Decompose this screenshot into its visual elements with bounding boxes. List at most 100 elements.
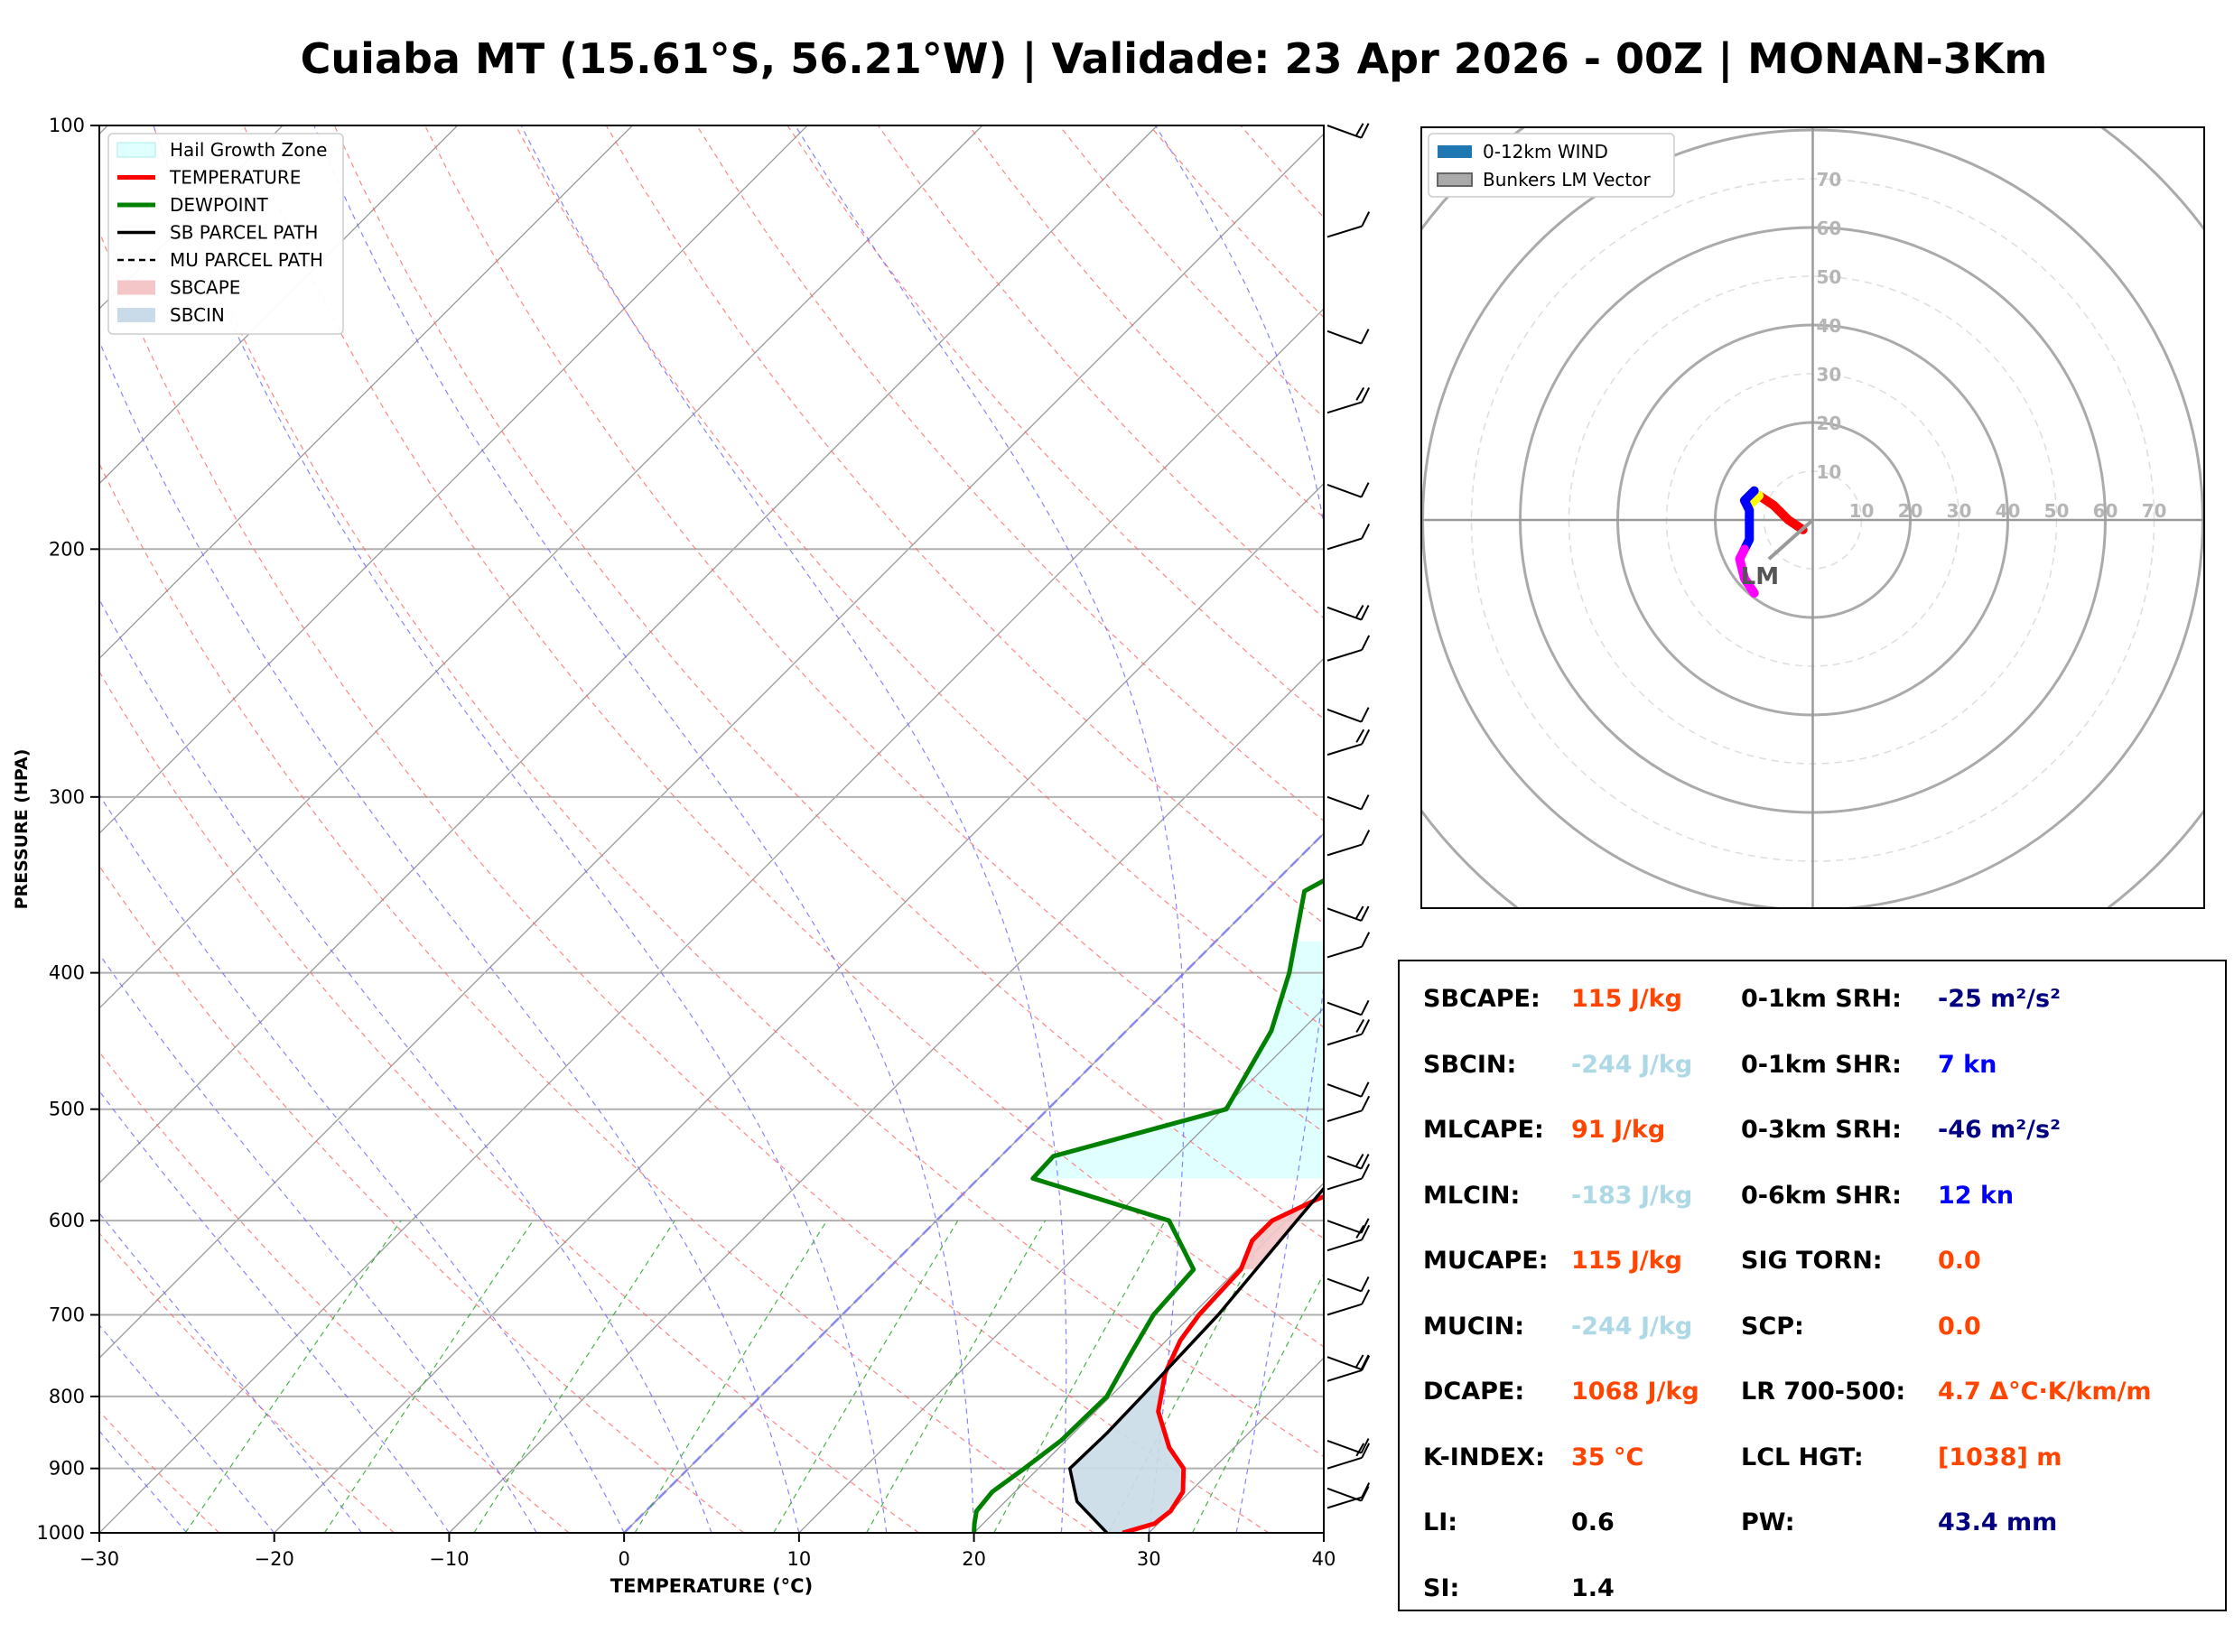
wind-barb-flag <box>1361 1019 1371 1035</box>
dewpoint-line <box>972 877 1324 1533</box>
wind-barb-shaft <box>1326 648 1363 662</box>
wind-barb-flag <box>1360 1276 1370 1292</box>
x-tick-label: 40 <box>1312 1548 1336 1570</box>
legend-label: DEWPOINT <box>170 194 268 216</box>
wind-barb-shaft <box>1326 484 1362 498</box>
legend-label: MU PARCEL PATH <box>170 249 323 271</box>
chart-title: Cuiaba MT (15.61°S, 56.21°W) | Validade:… <box>300 34 2048 83</box>
hodograph-ring-label: 20 <box>1817 413 1842 434</box>
wind-barb-flag <box>1355 1443 1365 1457</box>
wind-barb-shaft <box>1326 1033 1363 1046</box>
dry-adiabat <box>99 670 919 1533</box>
hodograph-frame <box>1420 126 2205 909</box>
wind-barb-flag <box>1360 1486 1370 1502</box>
isotherm-line <box>99 133 1324 1360</box>
legend-label: SBCIN <box>170 304 225 326</box>
x-tick-label: −30 <box>79 1548 119 1570</box>
sbcape-area <box>1241 1188 1324 1270</box>
wind-barb-shaft <box>1326 1277 1362 1293</box>
param-label: DCAPE: <box>1423 1378 1525 1406</box>
hodograph: 10 10 20 20 30 30 40 40 50 50 60 60 70 70 LM 0-12km WIN… <box>1420 126 2205 909</box>
param-label: PW: <box>1741 1508 1795 1536</box>
param-label: 0-1km SHR: <box>1741 1050 1902 1079</box>
legend-swatch <box>1437 172 1473 187</box>
hodograph-ring-label: 60 <box>2093 500 2118 522</box>
wind-barb-flag <box>1360 1354 1370 1370</box>
param-label: 0-1km SRH: <box>1741 985 1902 1013</box>
hodograph-ring-label: 40 <box>1996 500 2021 522</box>
param-value: 43.4 mm <box>1938 1508 2058 1536</box>
skewt-plot-area <box>99 125 1324 1533</box>
dry-adiabat <box>696 125 1324 822</box>
legend-label: TEMPERATURE <box>169 167 301 189</box>
wind-barb-flag <box>1354 905 1364 920</box>
dry-adiabat <box>99 1410 220 1533</box>
hodograph-ring-label: 30 <box>1947 500 1972 522</box>
param-value: [1038] m <box>1938 1443 2062 1471</box>
hail-growth-zone <box>1032 941 1324 1179</box>
isotherm-line <box>99 125 808 835</box>
wind-barb-shaft <box>1326 401 1363 414</box>
moist-adiabat <box>99 339 800 1533</box>
x-tick-label: −10 <box>429 1548 469 1570</box>
param-value: 0.6 <box>1571 1508 1615 1536</box>
wind-barb-flag <box>1360 707 1370 723</box>
y-tick-label: 100 <box>49 115 85 136</box>
moist-adiabat <box>1154 125 1324 1533</box>
wind-barb-flag <box>1361 932 1371 948</box>
mixing-ratio-line <box>1108 1220 1274 1533</box>
isotherm-line <box>798 1007 1324 1533</box>
isotherm-line <box>99 308 1324 1533</box>
hodograph-ring-label: 50 <box>2044 500 2070 522</box>
wind-barb-flag <box>1361 1164 1371 1180</box>
wind-barb-shaft <box>1326 537 1363 551</box>
legend-box <box>107 133 344 335</box>
hodograph-plot-area: 10 10 20 20 30 30 40 40 50 50 60 60 70 70 LM <box>1421 127 2204 908</box>
mixing-ratio-line <box>184 1220 402 1533</box>
x-tick-label: 0 <box>618 1548 629 1570</box>
x-tick-label: −20 <box>255 1548 294 1570</box>
hodograph-trace <box>1739 486 1759 554</box>
hodograph-ring-label: 50 <box>1817 266 1842 288</box>
param-value: -183 J/kg <box>1571 1181 1693 1210</box>
legend-swatch <box>116 142 156 158</box>
wind-barb-flag <box>1360 482 1370 498</box>
legend-swatch <box>117 280 155 295</box>
hodograph-legend: 0-12km WIND Bunkers LM Vector <box>1428 133 1675 198</box>
param-label: LCL HGT: <box>1741 1443 1864 1471</box>
wind-barb-flag <box>1361 1482 1371 1498</box>
param-label: SBCIN: <box>1423 1050 1517 1079</box>
isotherm-line <box>99 125 983 1009</box>
hodograph-ring-label: 60 <box>1817 218 1842 239</box>
y-tick-label: 600 <box>49 1210 85 1231</box>
wind-barb-flag <box>1354 1354 1364 1369</box>
param-value: -244 J/kg <box>1571 1050 1693 1079</box>
param-label: MLCIN: <box>1423 1181 1521 1210</box>
mixing-ratio-line <box>473 1220 675 1533</box>
wind-barb-flag <box>1361 1224 1371 1240</box>
isotherm-line <box>99 125 459 485</box>
hodograph-trace <box>1755 491 1808 534</box>
dry-adiabat <box>99 1051 570 1533</box>
hodograph-trace <box>1735 544 1759 598</box>
y-tick-label: 900 <box>49 1458 85 1480</box>
wind-barb-flag <box>1360 1081 1370 1098</box>
param-label: 0-3km SRH: <box>1741 1116 1902 1144</box>
hodograph-ring-label: 20 <box>1898 500 1923 522</box>
param-label: SBCAPE: <box>1423 985 1541 1013</box>
wind-barb-flag <box>1361 524 1371 539</box>
wind-barb-flag <box>1360 905 1370 922</box>
param-label: MUCAPE: <box>1423 1247 1549 1275</box>
wind-barb-flag <box>1361 1355 1371 1371</box>
isotherm-line <box>448 657 1324 1533</box>
wind-barb-flag <box>1361 729 1371 745</box>
hodograph-legend-label: Bunkers LM Vector <box>1483 169 1652 190</box>
legend-label: Hail Growth Zone <box>170 139 327 161</box>
param-value: -244 J/kg <box>1571 1312 1693 1341</box>
wind-barb-shaft <box>1326 225 1363 238</box>
y-axis-label: PRESSURE (HPA) <box>12 749 32 910</box>
param-value: 7 kn <box>1938 1050 1997 1079</box>
wind-barb-flag <box>1354 123 1364 137</box>
param-value: 1068 J/kg <box>1571 1378 1699 1406</box>
dry-adiabat <box>333 125 1324 1239</box>
